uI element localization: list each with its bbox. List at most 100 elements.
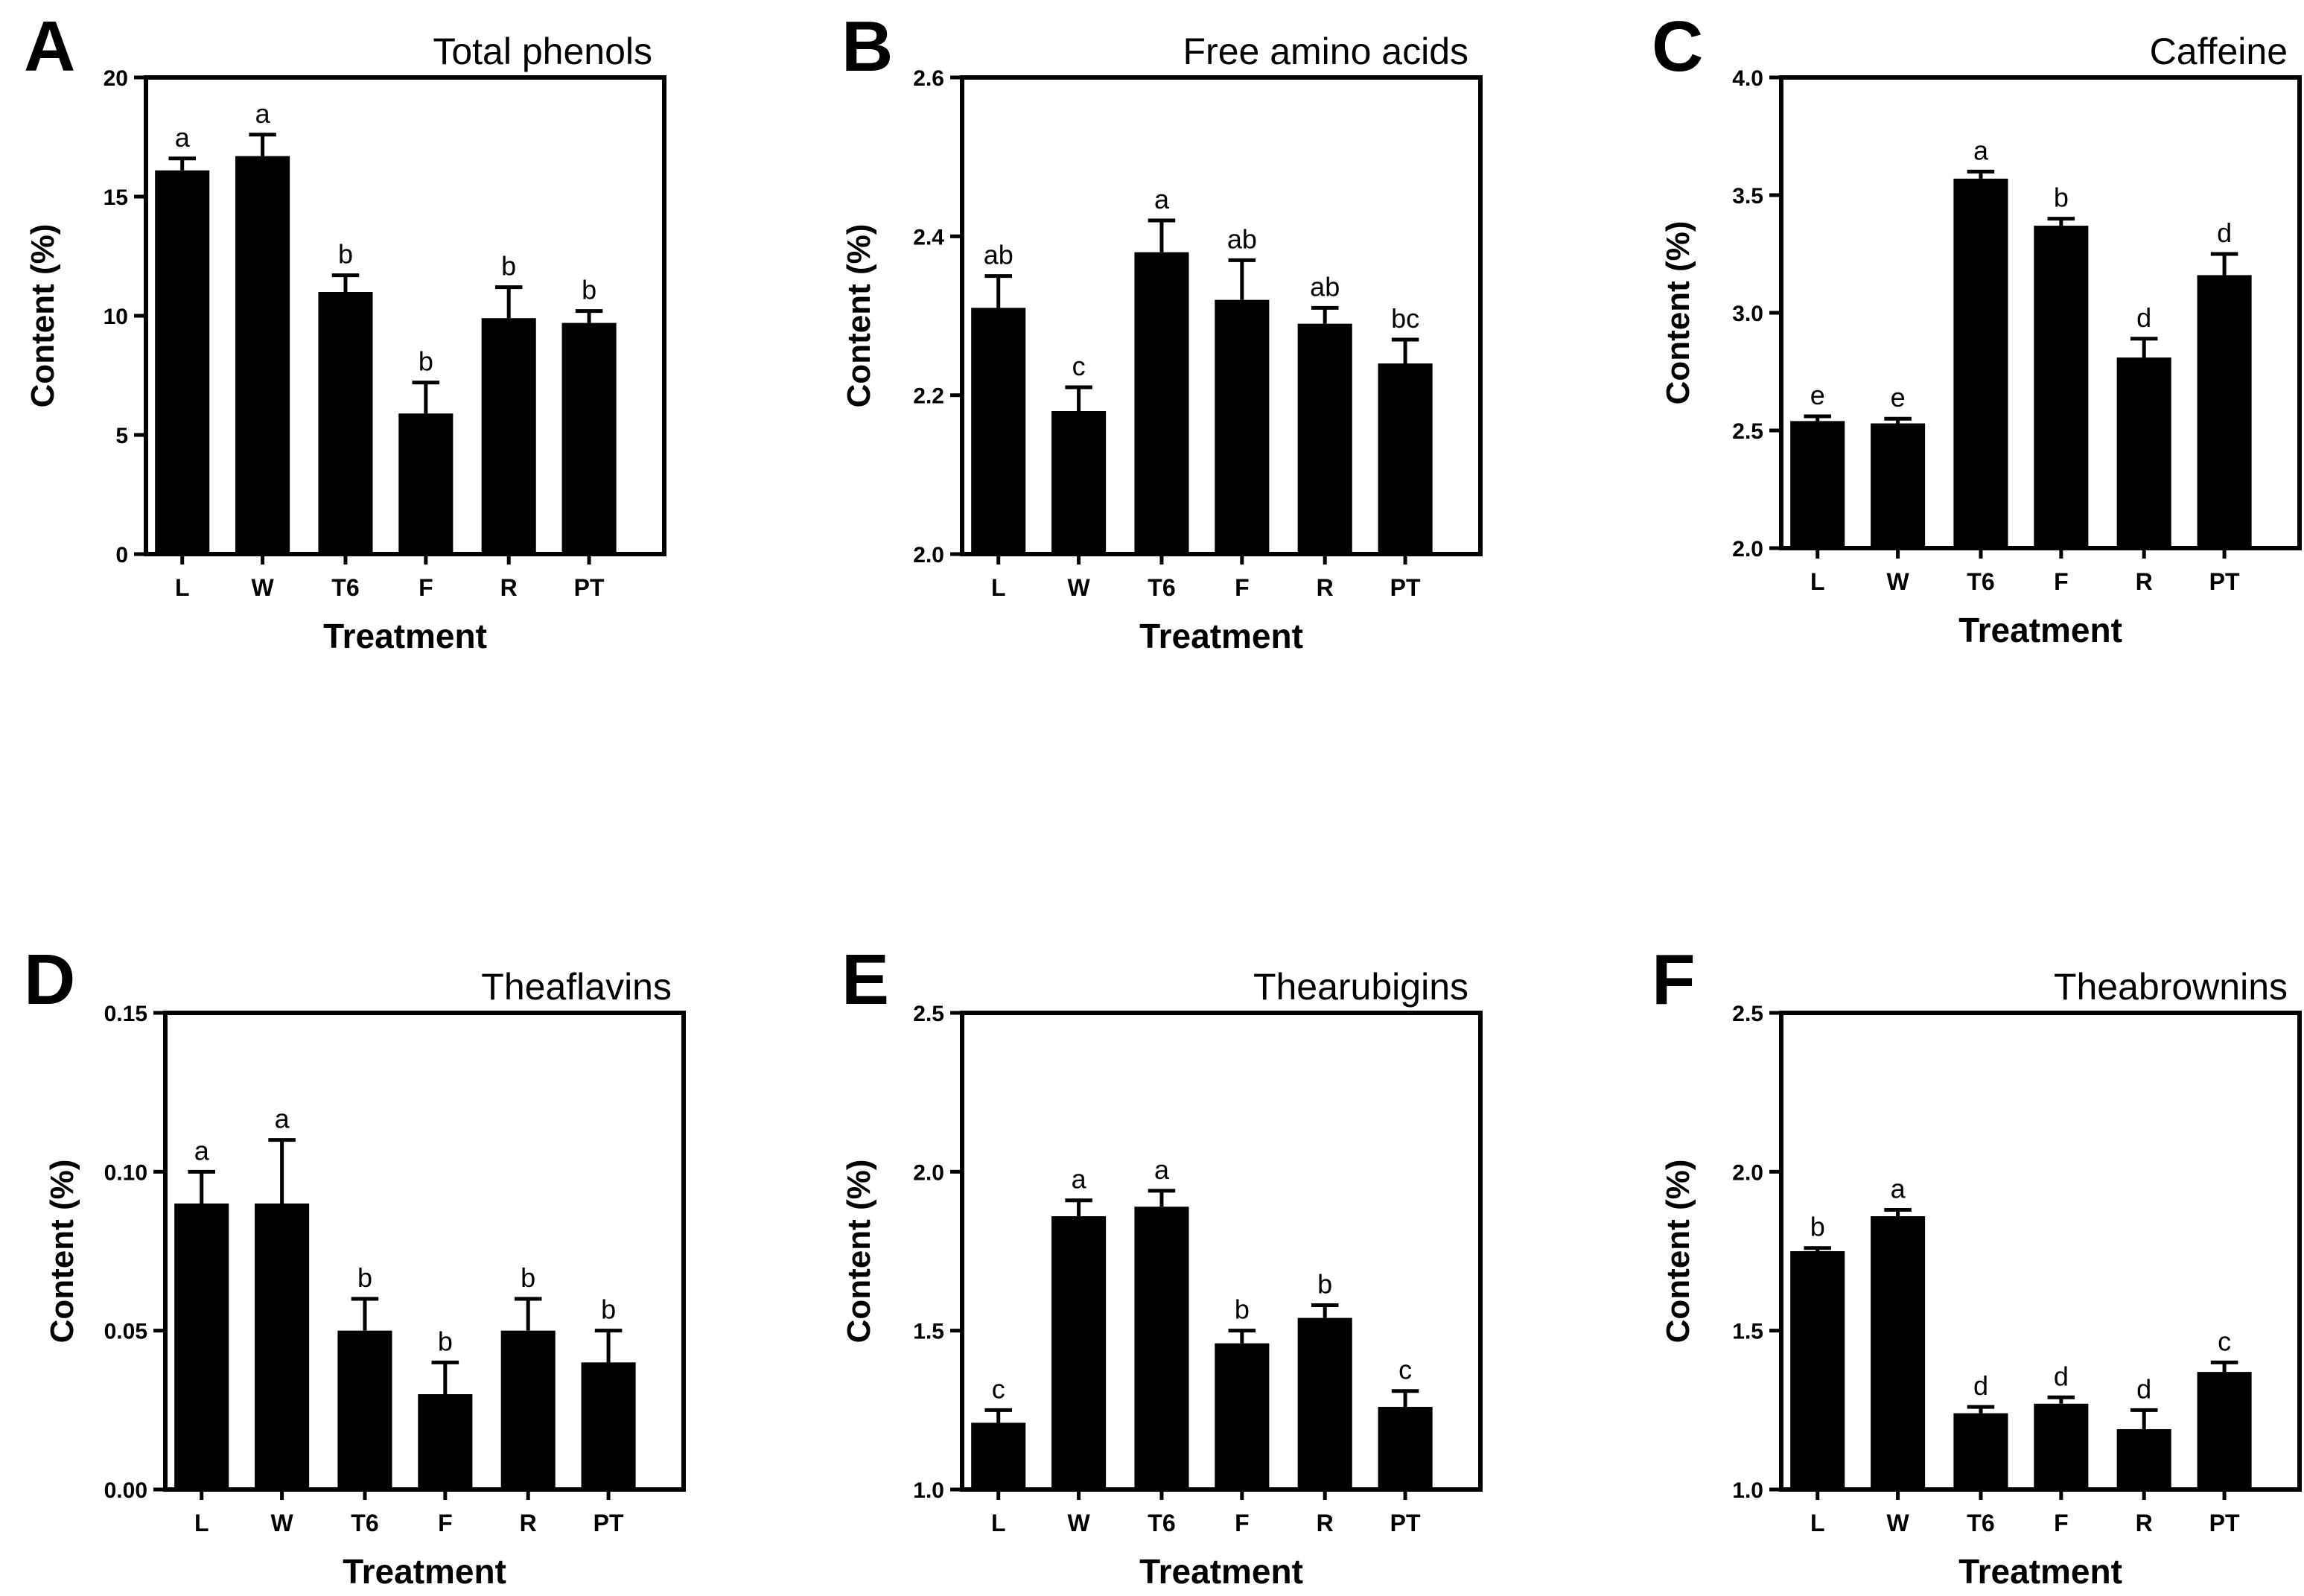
significance-label: b: [2054, 182, 2069, 213]
panel-label: C: [1652, 7, 1703, 86]
x-tick-label: T6: [351, 1510, 378, 1536]
y-tick-label: 2.0: [1732, 1160, 1763, 1185]
significance-label: c: [1072, 351, 1086, 381]
significance-label: b: [1235, 1294, 1250, 1325]
y-tick-label: 2.5: [1732, 1002, 1763, 1026]
x-tick-label: F: [2054, 1510, 2069, 1536]
x-tick-label: L: [194, 1510, 209, 1536]
x-tick-label: W: [1886, 568, 1909, 595]
bar: [1297, 1317, 1352, 1490]
significance-label: bc: [1391, 303, 1419, 334]
bar: [2197, 275, 2252, 548]
bar: [398, 413, 454, 554]
significance-label: d: [2136, 302, 2151, 333]
bar: [2116, 1428, 2171, 1490]
bar: [2034, 1403, 2089, 1490]
significance-label: ab: [1227, 223, 1257, 254]
chart-title: Free amino acids: [1183, 31, 1469, 72]
y-tick-label: 2.0: [913, 543, 944, 567]
significance-label: a: [1891, 1174, 1906, 1204]
y-tick-label: 2.0: [1732, 537, 1763, 562]
y-tick-label: 0: [115, 543, 128, 567]
x-tick-label: F: [438, 1510, 453, 1536]
bar: [1871, 1216, 1926, 1490]
x-tick-label: R: [2136, 1510, 2153, 1536]
chart-title: Caffeine: [2150, 31, 2288, 72]
bar: [1215, 299, 1270, 554]
bar: [1378, 1407, 1433, 1490]
y-tick-label: 10: [104, 305, 128, 329]
bar: [561, 322, 617, 554]
y-tick-label: 20: [104, 66, 128, 91]
x-axis-label: Treatment: [1139, 1552, 1303, 1591]
y-tick-label: 1.5: [913, 1320, 944, 1344]
y-tick-label: 2.0: [913, 1160, 944, 1185]
y-tick-label: 3.5: [1732, 184, 1763, 209]
plot-frame: [960, 75, 1483, 556]
x-tick-label: R: [520, 1510, 537, 1536]
y-tick-label: 5: [115, 424, 128, 448]
bar: [174, 1204, 229, 1490]
x-tick-label: PT: [2209, 568, 2240, 595]
bar: [500, 1330, 556, 1490]
x-axis-label: Treatment: [1958, 611, 2122, 649]
y-tick-label: 2.4: [913, 225, 944, 249]
significance-label: e: [1810, 380, 1825, 410]
significance-label: a: [1072, 1164, 1087, 1195]
x-tick-label: R: [1317, 574, 1334, 601]
x-tick-label: W: [1067, 574, 1090, 601]
bar: [337, 1330, 392, 1490]
y-tick-label: 0.05: [104, 1320, 147, 1344]
y-axis-label: Content (%): [1660, 221, 1696, 405]
x-axis-label: Treatment: [1139, 617, 1303, 655]
x-axis-label: Treatment: [343, 1552, 506, 1591]
x-tick-label: F: [1235, 574, 1250, 601]
bar: [235, 156, 290, 555]
x-tick-label: L: [1810, 568, 1825, 595]
significance-label: b: [419, 346, 433, 377]
x-tick-label: PT: [574, 574, 605, 601]
bar: [1134, 252, 1189, 554]
bar: [1871, 423, 1926, 548]
x-tick-label: PT: [1390, 574, 1421, 601]
chart-panel-f: F Theabrownins 1.0 1.5 2.0 2.5 b La Wd T6 d Fd Rc PT T…: [1652, 940, 2302, 1591]
y-axis-label: Content (%): [44, 1160, 80, 1344]
x-tick-label: L: [991, 574, 1006, 601]
bar: [1297, 323, 1352, 554]
y-tick-label: 1.5: [1732, 1320, 1763, 1344]
x-axis-label: Treatment: [323, 617, 487, 655]
plot-frame: [163, 1011, 686, 1492]
significance-label: b: [1810, 1212, 1825, 1242]
x-tick-label: L: [175, 574, 190, 601]
bar: [1953, 1413, 2008, 1490]
y-axis-label: Content (%): [1660, 1160, 1696, 1344]
bar: [481, 318, 536, 554]
significance-label: a: [255, 98, 271, 129]
x-tick-label: F: [419, 574, 433, 601]
bar: [971, 1422, 1026, 1490]
significance-label: b: [521, 1262, 535, 1293]
bar: [155, 170, 210, 555]
significance-label: b: [582, 275, 596, 305]
bar: [2116, 357, 2171, 548]
significance-label: a: [175, 122, 191, 153]
x-tick-label: T6: [1148, 574, 1175, 601]
y-tick-label: 2.2: [913, 384, 944, 409]
x-tick-label: T6: [1148, 1510, 1175, 1536]
y-axis-label: Content (%): [841, 224, 877, 408]
significance-label: d: [2217, 217, 2232, 248]
bar: [1215, 1343, 1270, 1490]
x-tick-label: R: [500, 574, 518, 601]
y-axis-label: Content (%): [25, 224, 61, 408]
significance-label: b: [1317, 1269, 1332, 1300]
panel-label: A: [24, 7, 75, 86]
significance-label: a: [275, 1104, 290, 1134]
significance-label: ab: [1310, 271, 1340, 302]
chart-title: Thearubigins: [1253, 966, 1468, 1008]
panel-label: E: [841, 940, 889, 1020]
bar: [1953, 178, 2008, 548]
bar: [1378, 363, 1433, 554]
bar: [1134, 1206, 1189, 1490]
significance-label: d: [2136, 1373, 2151, 1404]
